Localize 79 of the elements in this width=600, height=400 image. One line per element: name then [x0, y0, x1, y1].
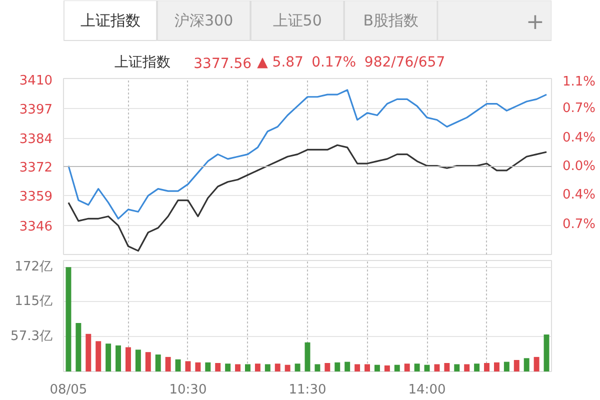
bar: [215, 363, 221, 372]
bar: [334, 362, 340, 372]
bar: [364, 364, 370, 372]
bar: [205, 362, 211, 372]
y-tick-label: 57.3亿: [10, 329, 53, 344]
bar: [324, 363, 330, 372]
y-tick-label: 3346: [19, 220, 53, 235]
bar: [494, 362, 500, 372]
bar: [235, 364, 241, 372]
y-tick-label: 115亿: [14, 294, 53, 310]
line-series: [68, 89, 548, 220]
bar: [374, 364, 380, 372]
bar: [175, 359, 181, 372]
bar: [314, 364, 320, 372]
bar: [414, 364, 420, 372]
bar: [534, 356, 540, 372]
bar: [354, 364, 360, 372]
text: ▲ 5.87: [257, 54, 304, 70]
y-tick-label: 3397: [19, 102, 53, 118]
bar: [384, 365, 390, 372]
bar: [116, 345, 122, 372]
bar: [514, 360, 520, 372]
bar: [304, 342, 310, 372]
y-tick-label: 3410: [19, 74, 53, 88]
bar: [86, 334, 92, 372]
bar: [106, 344, 112, 372]
text: 上证指数: [80, 12, 140, 30]
bar: [245, 364, 250, 372]
bar: [165, 356, 171, 372]
bar: [474, 364, 480, 372]
bar: [454, 364, 460, 372]
bar: [145, 352, 151, 372]
bar: [344, 362, 350, 372]
text: 上证50: [272, 12, 322, 30]
bar: [294, 364, 300, 372]
text: B股指数: [363, 12, 419, 30]
bar: [254, 364, 260, 372]
bar: [434, 364, 440, 372]
y2-tick-label: 0.0%: [562, 159, 596, 174]
bar: [195, 362, 201, 372]
bar: [504, 362, 510, 372]
line-series: [68, 144, 548, 252]
text: 0.17%: [312, 54, 356, 70]
bar: [404, 364, 410, 372]
y2-tick-label: 1.1%: [562, 74, 596, 90]
x-tick-label: 08/05: [50, 382, 88, 398]
bar: [284, 364, 290, 372]
bar: [76, 322, 82, 372]
text: 上证指数: [114, 54, 171, 70]
text: +: [526, 10, 544, 35]
bar: [96, 341, 102, 372]
x-tick-label: 14:00: [408, 382, 446, 398]
bar: [544, 334, 550, 372]
bar: [274, 364, 280, 372]
bar: [155, 354, 161, 372]
x-tick-label: 11:30: [288, 382, 326, 398]
text: 982/76/657: [364, 54, 446, 70]
x-tick-label: 10:30: [169, 382, 207, 398]
y-tick-label: 172亿: [14, 260, 53, 275]
bar: [66, 267, 72, 372]
bar: [135, 350, 141, 372]
y2-tick-label: 0.4%: [562, 188, 596, 203]
bar: [484, 363, 490, 372]
bar: [185, 361, 191, 372]
y2-tick-label: 0.7%: [562, 101, 596, 116]
bar: [125, 347, 131, 372]
text: 沪深300: [174, 12, 234, 30]
bar: [444, 363, 450, 372]
y2-tick-label: 0.4%: [562, 130, 596, 146]
y2-tick-label: 0.7%: [562, 216, 596, 232]
y-tick-label: 3372: [19, 160, 53, 176]
bar: [225, 364, 231, 372]
text: 3377.56: [194, 56, 252, 72]
bar: [264, 364, 270, 372]
y-tick-label: 3384: [19, 132, 53, 148]
bar: [524, 358, 530, 372]
y-tick-label: 3359: [19, 190, 53, 205]
bar: [464, 364, 470, 372]
bar: [394, 364, 400, 372]
